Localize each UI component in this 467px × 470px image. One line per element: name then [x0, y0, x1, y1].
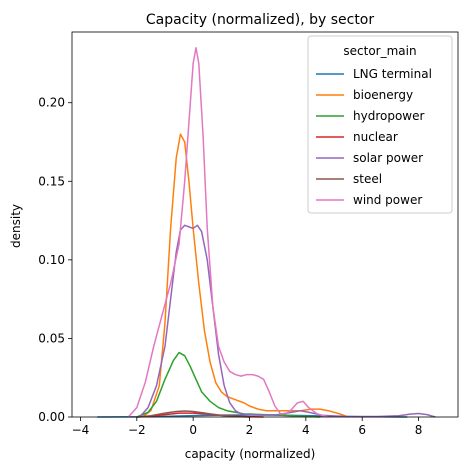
y-axis: 0.00 0.05 0.10 0.15 0.20 — [38, 96, 72, 424]
series-line-solar-power — [139, 224, 436, 418]
y-axis-label: density — [9, 204, 23, 248]
x-axis: −4 −2 0 2 4 6 8 — [72, 417, 423, 437]
x-tick-label: 8 — [415, 423, 423, 437]
x-tick-label: −4 — [72, 423, 90, 437]
x-tick-label: 2 — [246, 423, 254, 437]
series-line-wind-power — [127, 46, 329, 418]
legend-label: wind power — [353, 193, 422, 207]
legend-label: hydropower — [353, 109, 424, 123]
y-tick-label: 0.10 — [38, 253, 65, 267]
series-line-steel — [136, 410, 250, 418]
legend: sector_main LNG terminal bioenergy hydropow… — [307, 35, 453, 214]
series-line-bioenergy — [141, 133, 349, 418]
legend-label: LNG terminal — [353, 67, 432, 81]
chart-title: Capacity (normalized), by sector — [146, 12, 375, 28]
legend-label: bioenergy — [353, 88, 413, 102]
x-tick-label: −2 — [128, 423, 146, 437]
x-axis-label: capacity (normalized) — [185, 447, 316, 461]
legend-title: sector_main — [343, 44, 416, 58]
y-tick-label: 0.05 — [38, 331, 65, 345]
legend-label: steel — [353, 172, 382, 186]
plot-frame — [71, 31, 459, 418]
legend-label: nuclear — [353, 130, 398, 144]
y-tick-label: 0.00 — [38, 410, 65, 424]
x-tick-label: 4 — [302, 423, 310, 437]
legend-box — [307, 35, 453, 214]
x-tick-label: 0 — [189, 423, 197, 437]
legend-label: solar power — [353, 151, 423, 165]
plot-area — [71, 31, 459, 418]
y-tick-label: 0.20 — [38, 96, 65, 110]
y-tick-label: 0.15 — [38, 174, 65, 188]
x-tick-label: 6 — [358, 423, 366, 437]
